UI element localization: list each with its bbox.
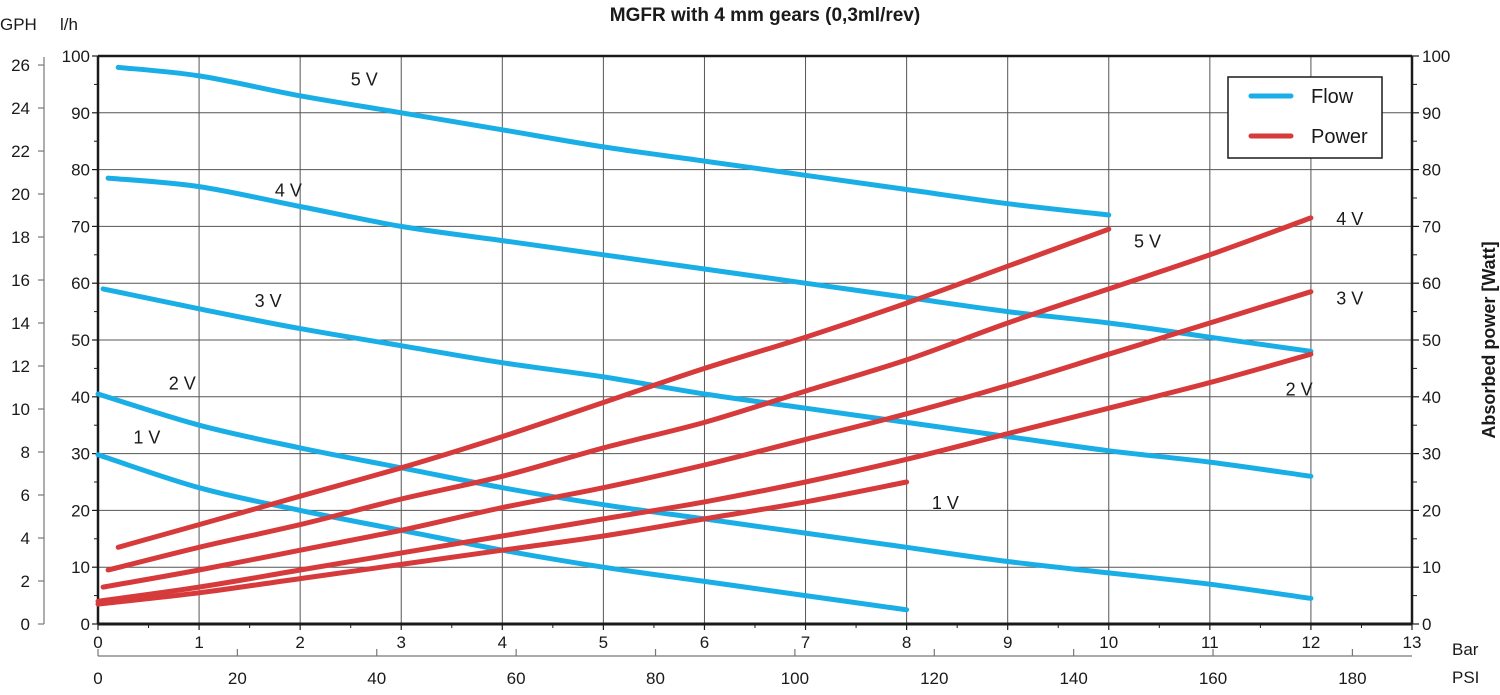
flow-curve-label: 3 V	[255, 291, 282, 311]
flow-curve-label: 5 V	[351, 70, 378, 90]
watt-tick-label: 10	[1422, 558, 1441, 577]
power-curve-3v	[100, 289, 1314, 590]
legend-power-label: Power	[1311, 126, 1368, 148]
power-axis-title: Absorbed power [Watt]	[1479, 241, 1499, 438]
psi-tick-label: 60	[507, 669, 526, 688]
flow-curve-5v	[115, 64, 1112, 218]
axes: 0102030405060708090100010203040506070809…	[11, 47, 1450, 688]
gph-tick-label: 6	[21, 486, 30, 505]
bar-tick-label: 1	[194, 633, 203, 652]
lh-tick-label: 30	[71, 445, 90, 464]
bar-tick-label: 8	[902, 633, 911, 652]
bar-tick-label: 11	[1201, 633, 1219, 652]
psi-tick-label: 100	[781, 669, 809, 688]
watt-tick-label: 60	[1422, 274, 1441, 293]
power-curve-2v	[95, 351, 1314, 604]
gph-tick-label: 4	[21, 529, 30, 548]
bar-tick-label: 9	[1003, 633, 1012, 652]
watt-tick-label: 80	[1422, 161, 1441, 180]
psi-tick-label: 20	[228, 669, 247, 688]
power-curve-1v	[95, 479, 910, 607]
psi-axis-unit: PSI	[1452, 668, 1479, 687]
lh-tick-label: 0	[81, 615, 90, 634]
watt-tick-label: 50	[1422, 331, 1441, 350]
legend-box	[1227, 76, 1383, 159]
psi-tick-label: 140	[1059, 669, 1087, 688]
bar-tick-label: 3	[396, 633, 405, 652]
bar-tick-label: 7	[801, 633, 810, 652]
watt-tick-label: 40	[1422, 388, 1441, 407]
flow-curve-label: 4 V	[275, 180, 302, 200]
curve-labels: 5 V 4 V 3 V 2 V 1 V 5 V 4 V 3 V 2 V 1 V	[133, 70, 1363, 513]
power-curve-label: 3 V	[1336, 288, 1363, 308]
lh-tick-label: 10	[71, 558, 90, 577]
power-curve-label: 4 V	[1336, 209, 1363, 229]
gph-tick-label: 26	[11, 56, 30, 75]
bar-tick-label: 6	[700, 633, 709, 652]
power-curve-4v	[105, 215, 1314, 573]
gph-tick-label: 12	[11, 357, 30, 376]
gph-tick-label: 10	[11, 400, 30, 419]
gph-axis-unit: GPH	[0, 15, 37, 34]
psi-tick-label: 0	[93, 669, 102, 688]
gph-tick-label: 22	[11, 142, 30, 161]
lh-tick-label: 100	[62, 47, 90, 66]
bar-tick-label: 10	[1099, 633, 1118, 652]
gph-tick-label: 18	[11, 228, 30, 247]
lh-tick-label: 50	[71, 331, 90, 350]
bar-axis-unit: Bar	[1452, 640, 1479, 659]
psi-tick-label: 180	[1338, 669, 1366, 688]
watt-tick-label: 0	[1422, 615, 1431, 634]
psi-tick-label: 120	[920, 669, 948, 688]
bar-tick-label: 0	[93, 633, 102, 652]
lh-tick-label: 60	[71, 274, 90, 293]
gph-tick-label: 2	[21, 572, 30, 591]
lh-tick-label: 70	[71, 217, 90, 236]
bar-tick-label: 5	[599, 633, 608, 652]
flow-curve-label: 2 V	[169, 374, 196, 394]
watt-tick-label: 70	[1422, 217, 1441, 236]
flow-curve-3v	[100, 286, 1314, 479]
lh-tick-label: 20	[71, 501, 90, 520]
flow-curve-4v	[105, 175, 1314, 354]
watt-tick-label: 30	[1422, 445, 1441, 464]
power-curve-label: 1 V	[932, 493, 959, 513]
legend-flow-label: Flow	[1311, 86, 1354, 108]
power-curve-label: 5 V	[1134, 232, 1161, 252]
psi-tick-label: 40	[367, 669, 386, 688]
watt-tick-label: 100	[1422, 47, 1450, 66]
bar-tick-label: 2	[295, 633, 304, 652]
watt-tick-label: 90	[1422, 104, 1441, 123]
gph-tick-label: 0	[21, 615, 30, 634]
lh-axis-unit: l/h	[60, 15, 78, 34]
gph-tick-label: 14	[11, 314, 30, 333]
lh-tick-label: 40	[71, 388, 90, 407]
psi-tick-label: 80	[646, 669, 665, 688]
bar-tick-label: 13	[1403, 633, 1422, 652]
gph-tick-label: 24	[11, 99, 30, 118]
bar-tick-label: 12	[1301, 633, 1320, 652]
chart-title: MGFR with 4 mm gears (0,3ml/rev)	[610, 5, 920, 26]
power-curve-5v	[115, 226, 1112, 550]
bar-tick-label: 4	[498, 633, 507, 652]
power-curve-label: 2 V	[1286, 379, 1313, 399]
psi-tick-label: 160	[1199, 669, 1227, 688]
lh-tick-label: 80	[71, 161, 90, 180]
watt-tick-label: 20	[1422, 501, 1441, 520]
legend: Flow Power	[1227, 76, 1383, 159]
gph-tick-label: 20	[11, 185, 30, 204]
gph-tick-label: 8	[21, 443, 30, 462]
series-lines	[95, 64, 1314, 613]
flow-curve-label: 1 V	[133, 428, 160, 448]
gph-tick-label: 16	[11, 271, 30, 290]
lh-tick-label: 90	[71, 104, 90, 123]
